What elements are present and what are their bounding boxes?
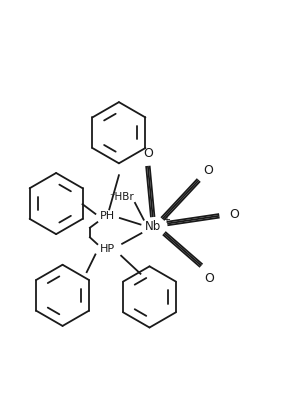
Text: HP: HP [100,244,115,254]
Text: O: O [204,272,214,285]
Text: O: O [204,164,213,177]
Text: +: + [162,215,170,225]
Text: PH: PH [100,211,115,221]
Text: O: O [143,147,153,160]
Text: Nb: Nb [145,220,161,233]
Text: ⁻HBr: ⁻HBr [110,192,135,202]
Text: O: O [229,208,239,221]
